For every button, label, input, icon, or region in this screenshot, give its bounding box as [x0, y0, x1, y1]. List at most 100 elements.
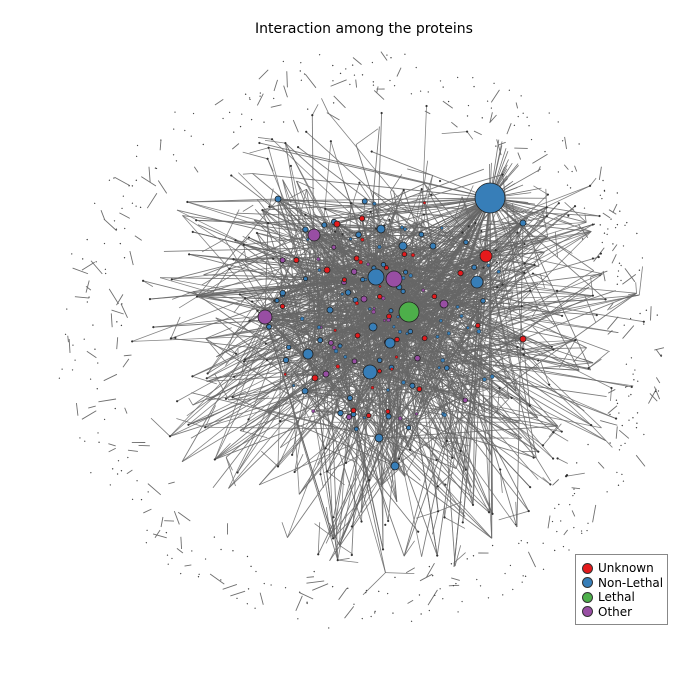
protein-node [306, 602, 308, 605]
protein-node [581, 238, 584, 240]
protein-node [417, 530, 420, 533]
protein-node [422, 201, 427, 205]
network-edge [321, 98, 329, 114]
protein-node [244, 297, 247, 300]
protein-node [387, 592, 389, 595]
protein-node [622, 245, 625, 247]
network-edge [338, 587, 348, 600]
protein-node [398, 301, 420, 323]
protein-node [411, 253, 415, 258]
protein-node [464, 468, 467, 471]
protein-node [372, 84, 375, 86]
network-edge [124, 407, 128, 414]
protein-node [401, 251, 408, 257]
protein-node [247, 418, 250, 421]
protein-node [256, 309, 259, 312]
network-edge [499, 469, 503, 493]
protein-node [509, 564, 512, 567]
protein-node [384, 523, 387, 526]
protein-node [254, 607, 256, 609]
protein-node [95, 261, 97, 263]
network-edge [230, 590, 246, 597]
network-edge [638, 266, 643, 296]
protein-node [279, 420, 282, 423]
protein-node [154, 167, 157, 169]
protein-node [155, 167, 158, 170]
protein-node [479, 585, 482, 587]
network-edge [360, 201, 366, 263]
protein-node [610, 386, 613, 390]
network-edge [313, 214, 338, 228]
protein-node [205, 377, 208, 380]
network-edge [237, 330, 336, 473]
network-edge [410, 331, 591, 371]
network-edge [304, 73, 317, 89]
protein-node [333, 328, 337, 332]
protein-node [372, 201, 377, 206]
network-edge [607, 302, 614, 311]
network-edge [581, 340, 610, 352]
network-edge [598, 166, 602, 181]
network-edge [211, 268, 230, 294]
protein-node [131, 340, 134, 343]
protein-node [521, 347, 525, 351]
network-edge [243, 244, 247, 264]
network-edge [337, 559, 359, 563]
protein-node [344, 461, 348, 464]
network-edge [242, 419, 249, 432]
network-edge [649, 393, 658, 402]
protein-node [72, 344, 74, 346]
network-edge [258, 69, 269, 80]
network-edge [378, 322, 382, 486]
protein-node [428, 565, 431, 568]
protein-node [558, 503, 560, 506]
network-edge [256, 232, 287, 243]
protein-node [476, 329, 482, 334]
protein-node [624, 224, 626, 226]
protein-node [345, 68, 347, 70]
protein-node [58, 377, 60, 379]
protein-node [230, 174, 233, 177]
protein-node [279, 289, 286, 297]
protein-node [282, 357, 290, 364]
protein-node [105, 272, 107, 275]
network-edge [393, 269, 554, 459]
protein-node [303, 73, 306, 75]
legend: Unknown Non-Lethal Lethal Other [575, 554, 668, 625]
protein-node [386, 54, 388, 56]
network-edge [635, 282, 637, 294]
network-edge [555, 217, 572, 225]
protein-node [96, 388, 98, 390]
protein-node [387, 519, 390, 523]
protein-node [220, 579, 222, 581]
protein-node [140, 498, 143, 501]
network-edge [142, 280, 154, 287]
network-edge [489, 398, 510, 418]
network-edge [394, 465, 492, 539]
network-edge [465, 271, 482, 470]
protein-node [569, 504, 571, 506]
network-edge [152, 533, 167, 539]
network-edge [323, 321, 539, 453]
protein-node [109, 484, 111, 486]
protein-node [508, 89, 510, 91]
protein-node [519, 335, 527, 343]
protein-node [247, 588, 250, 590]
protein-node [491, 544, 494, 547]
network-edge [201, 238, 226, 253]
network-edge [267, 158, 274, 172]
network-edge [566, 472, 585, 477]
network-edge [342, 365, 443, 448]
protein-node [635, 426, 638, 429]
protein-node [407, 328, 414, 335]
network-edge [177, 511, 191, 522]
protein-node [82, 258, 84, 260]
protein-node [293, 257, 300, 264]
network-edge [171, 258, 355, 280]
protein-node [258, 141, 261, 145]
protein-node [333, 220, 341, 228]
protein-node [429, 242, 437, 250]
protein-node [122, 195, 124, 197]
protein-node [573, 488, 575, 490]
protein-node [603, 189, 606, 192]
